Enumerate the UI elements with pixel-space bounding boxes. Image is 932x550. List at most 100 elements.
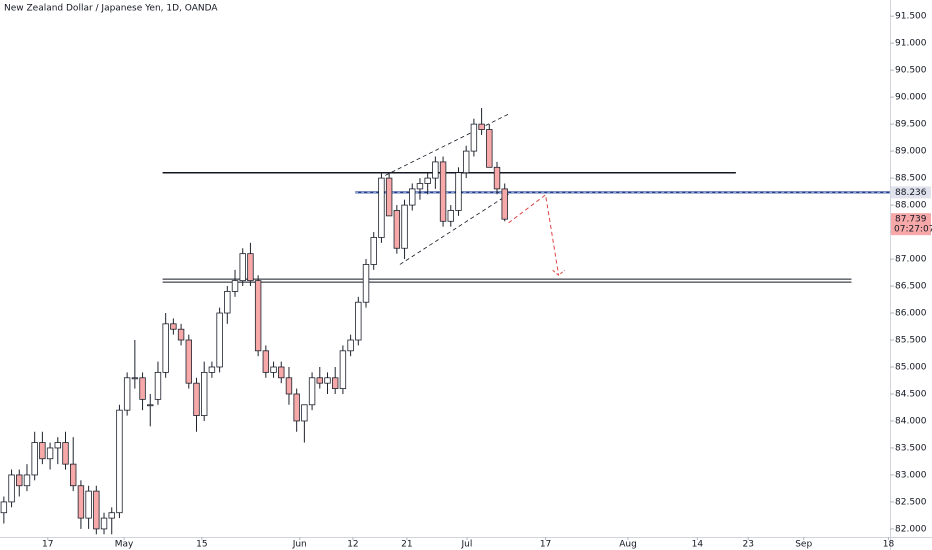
y-tick-label: 91.000 [895, 39, 927, 49]
countdown-label: 07:27:07 [894, 225, 932, 235]
candle-body [116, 409, 123, 514]
candle-body [23, 474, 31, 487]
candle-body [370, 237, 377, 265]
candle-body [470, 123, 478, 152]
channel-line [385, 112, 511, 176]
candle-body [170, 323, 177, 330]
x-tick-label: May [115, 540, 134, 550]
x-tick-label: Aug [619, 540, 637, 550]
candle-body [393, 210, 401, 249]
y-tick-label: 83.500 [895, 443, 927, 453]
candle-body [39, 442, 46, 460]
candle-body [262, 350, 270, 373]
x-tick-label: 12 [347, 540, 358, 550]
candle-body [224, 291, 231, 314]
y-tick-label: 88.000 [895, 201, 927, 211]
x-tick-label: 18 [883, 540, 895, 550]
y-tick-label: 91.500 [895, 12, 927, 22]
y-tick-label: 86.500 [895, 282, 927, 292]
candle-body [123, 377, 131, 411]
candles [0, 107, 508, 535]
candle-body [254, 280, 262, 352]
arrow-head [552, 269, 565, 276]
candle-body [501, 188, 508, 220]
candle-body [347, 339, 354, 352]
candle-body [200, 371, 208, 416]
y-tick-label: 89.500 [895, 120, 927, 130]
candle-body [416, 183, 424, 190]
x-tick-label: 15 [196, 540, 207, 550]
candle-body [439, 161, 447, 222]
y-tick-label: 89.000 [895, 147, 927, 157]
y-tick-label: 87.000 [895, 255, 927, 265]
candle-body [478, 123, 485, 130]
candle-body [77, 485, 85, 519]
x-tick-label: 17 [540, 540, 551, 550]
candle-body [239, 253, 246, 282]
candle-body [486, 129, 493, 168]
candle-body [62, 442, 69, 465]
y-tick-label: 82.500 [895, 497, 927, 507]
x-tick-label: Jul [461, 540, 473, 550]
candle-body [424, 177, 431, 184]
x-tick-label: 14 [692, 540, 704, 550]
chart-title: New Zealand Dollar / Japanese Yen, 1D, O… [4, 4, 218, 14]
candle-body [270, 366, 277, 373]
candle-body [355, 301, 362, 341]
y-tick-label: 85.500 [895, 336, 927, 346]
candle-body [70, 463, 77, 487]
candle-body [131, 377, 139, 380]
y-tick-label: 88.500 [895, 174, 927, 184]
marked-price-box [891, 186, 931, 199]
candle-body [401, 204, 408, 249]
candle-body [316, 377, 323, 384]
candle-body [162, 323, 169, 373]
channel-line [399, 193, 509, 265]
x-tick-label: Jun [292, 540, 307, 550]
candle-body [285, 377, 293, 395]
y-tick-label: 84.500 [895, 389, 927, 399]
candle-body [324, 377, 331, 384]
candle-body [447, 210, 454, 222]
y-tick-label: 90.000 [895, 93, 927, 103]
candle-body [193, 382, 200, 416]
y-tick-label: 84.000 [895, 416, 927, 426]
y-tick-label: 83.000 [895, 470, 927, 480]
candle-body [147, 404, 154, 407]
candle-body [185, 339, 192, 384]
x-tick-label: 23 [742, 540, 753, 550]
candle-body [16, 474, 23, 487]
candle-body [339, 350, 347, 389]
candle-body [8, 474, 15, 503]
marked-price-label: 88.236 [895, 188, 927, 198]
candle-body [154, 371, 162, 400]
candle-body [0, 501, 8, 514]
candle-body [85, 490, 92, 519]
candle-body [455, 172, 462, 211]
candle-body [46, 447, 54, 460]
candle-body [385, 177, 393, 217]
y-tick-label: 86.000 [895, 309, 927, 319]
x-tick-label: 21 [401, 540, 412, 550]
candle-body [493, 166, 501, 190]
candle-body [231, 280, 239, 292]
candle-body [93, 490, 100, 530]
candle-body [177, 328, 185, 341]
candle-body [308, 377, 316, 406]
candle-body [378, 177, 385, 238]
candle-body [208, 366, 216, 373]
y-tick-label: 82.000 [895, 524, 927, 534]
candle-body [278, 366, 285, 379]
last-price-label: 87.739 [895, 215, 927, 225]
candle-body [100, 517, 108, 530]
candle-body [432, 161, 439, 179]
x-tick-label: Sep [795, 540, 812, 550]
candle-body [247, 253, 254, 282]
candle-body [362, 264, 370, 303]
candle-body [108, 512, 115, 519]
x-tick-label: 17 [42, 540, 53, 550]
y-tick-label: 85.000 [895, 362, 927, 372]
candle-body [331, 377, 339, 389]
